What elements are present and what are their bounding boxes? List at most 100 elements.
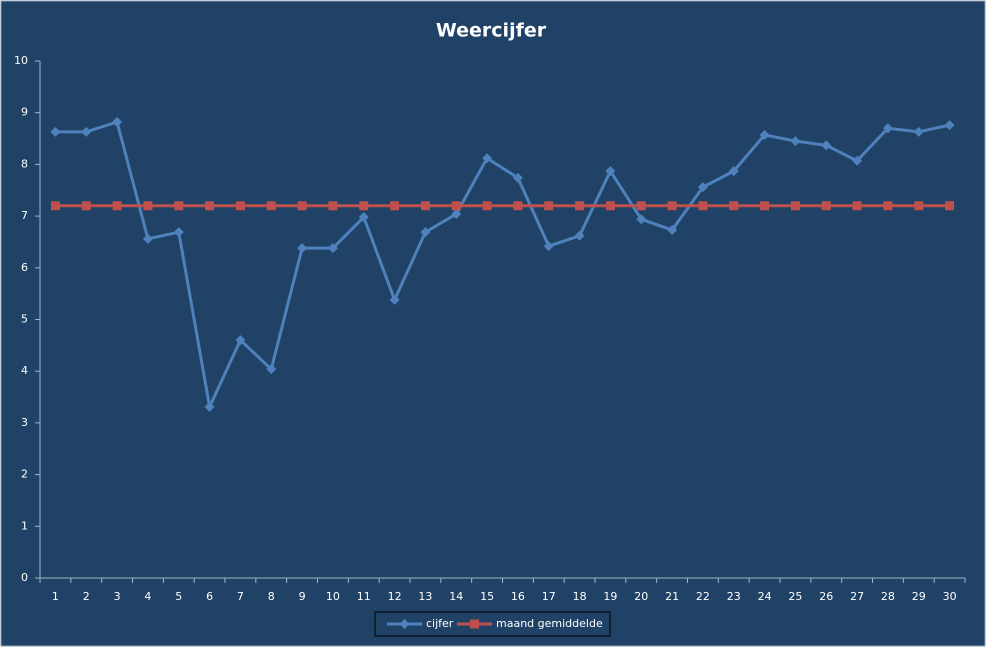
data-point xyxy=(174,201,184,211)
data-point xyxy=(50,126,61,137)
legend-marker xyxy=(399,619,410,629)
x-tick-label: 27 xyxy=(850,590,864,603)
data-point xyxy=(667,225,678,236)
x-tick-label: 4 xyxy=(144,590,151,603)
data-point xyxy=(759,129,770,140)
y-tick-label: 3 xyxy=(21,416,28,429)
chart-title: Weercijfer xyxy=(436,20,547,42)
data-point xyxy=(359,201,369,211)
x-tick-label: 15 xyxy=(480,590,494,603)
data-point xyxy=(297,201,307,211)
data-point xyxy=(790,201,800,211)
x-tick-label: 9 xyxy=(299,590,306,603)
data-point xyxy=(297,243,308,254)
data-point xyxy=(821,140,832,151)
data-point xyxy=(883,201,893,211)
x-tick-label: 5 xyxy=(175,590,182,603)
x-tick-label: 18 xyxy=(573,590,587,603)
x-tick-label: 28 xyxy=(881,590,895,603)
data-point xyxy=(389,294,400,305)
data-point xyxy=(575,201,585,211)
y-tick-label: 0 xyxy=(21,571,28,584)
data-point xyxy=(944,120,955,131)
data-point xyxy=(482,201,492,211)
legend-label: cijfer xyxy=(426,617,454,630)
y-tick-label: 7 xyxy=(21,209,28,222)
data-point xyxy=(790,136,801,147)
data-point xyxy=(698,201,708,211)
x-tick-label: 8 xyxy=(268,590,275,603)
x-tick-label: 16 xyxy=(511,590,525,603)
x-tick-label: 11 xyxy=(357,590,371,603)
data-point xyxy=(945,201,955,211)
data-point xyxy=(112,117,123,128)
x-tick-label: 23 xyxy=(727,590,741,603)
data-point xyxy=(235,201,245,211)
y-tick-label: 9 xyxy=(21,106,28,119)
x-tick-label: 12 xyxy=(388,590,402,603)
y-tick-label: 10 xyxy=(14,54,28,67)
data-point xyxy=(327,243,338,254)
data-point xyxy=(112,201,122,211)
data-point xyxy=(482,153,493,164)
legend-marker xyxy=(470,619,479,629)
data-point xyxy=(697,182,708,193)
data-point xyxy=(821,201,831,211)
data-point xyxy=(729,201,739,211)
data-point xyxy=(914,201,924,211)
data-point xyxy=(390,201,400,211)
data-point xyxy=(544,201,554,211)
y-tick-label: 1 xyxy=(21,519,28,532)
legend-label: maand gemiddelde xyxy=(496,617,603,630)
x-tick-label: 26 xyxy=(819,590,833,603)
data-point xyxy=(81,201,91,211)
x-tick-label: 13 xyxy=(418,590,432,603)
data-point xyxy=(543,241,554,252)
x-tick-label: 20 xyxy=(634,590,648,603)
y-tick-label: 4 xyxy=(21,364,28,377)
data-point xyxy=(142,233,153,244)
x-tick-label: 24 xyxy=(758,590,772,603)
data-point xyxy=(328,201,338,211)
data-point xyxy=(205,201,215,211)
data-point xyxy=(420,201,430,211)
series-line xyxy=(55,120,950,412)
data-point xyxy=(882,123,893,134)
x-tick-label: 29 xyxy=(912,590,926,603)
data-point xyxy=(852,201,862,211)
y-tick-label: 5 xyxy=(21,313,28,326)
x-tick-label: 3 xyxy=(114,590,121,603)
x-tick-label: 2 xyxy=(83,590,90,603)
data-point xyxy=(636,201,646,211)
data-point xyxy=(173,227,184,238)
x-tick-label: 19 xyxy=(603,590,617,603)
x-tick-label: 25 xyxy=(788,590,802,603)
data-point xyxy=(358,212,369,223)
x-tick-label: 30 xyxy=(943,590,957,603)
data-point xyxy=(636,214,647,225)
y-tick-label: 2 xyxy=(21,468,28,481)
data-point xyxy=(667,201,677,211)
x-tick-label: 17 xyxy=(542,590,556,603)
data-point xyxy=(204,401,215,412)
data-point xyxy=(852,155,863,166)
data-point xyxy=(605,201,615,211)
data-point xyxy=(266,201,276,211)
data-point xyxy=(605,166,616,177)
y-tick-label: 6 xyxy=(21,261,28,274)
data-point xyxy=(728,166,739,177)
data-point xyxy=(512,172,523,183)
x-tick-label: 6 xyxy=(206,590,213,603)
data-point xyxy=(513,201,523,211)
data-point xyxy=(574,230,585,241)
x-tick-label: 7 xyxy=(237,590,244,603)
y-tick-label: 8 xyxy=(21,157,28,170)
data-point xyxy=(266,364,277,375)
x-tick-label: 14 xyxy=(449,590,463,603)
data-point xyxy=(143,201,153,211)
x-tick-label: 10 xyxy=(326,590,340,603)
data-point xyxy=(451,209,462,220)
data-point xyxy=(235,335,246,346)
